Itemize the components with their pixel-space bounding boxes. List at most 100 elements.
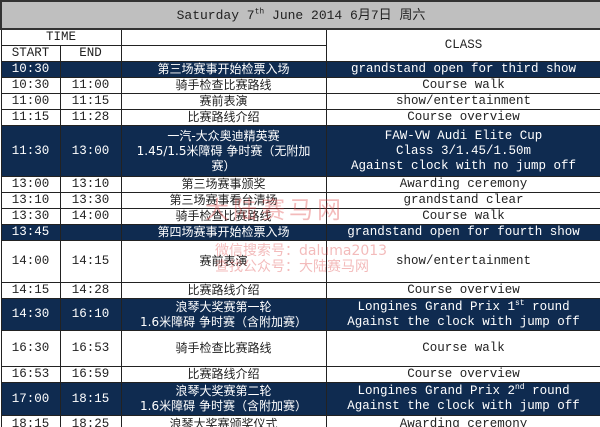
event-class-line: Course walk [327, 78, 600, 93]
event-cn-line: 赛） [211, 158, 236, 173]
event-class-line: FAW-VW Audi Elite Cup [327, 129, 600, 144]
time-header: TIME [0, 28, 122, 46]
start-header: START [0, 45, 61, 62]
start-time: 18:15 [0, 415, 61, 427]
class-text: grandstand open for third show [350, 62, 577, 77]
start-time: 11:30 [0, 125, 61, 177]
class-text-rest: round [524, 384, 570, 398]
end-time: 16:10 [59, 298, 122, 331]
class-text-rest: round [524, 299, 570, 314]
event-cn-line: 第三场赛事颁奖 [181, 177, 266, 192]
event-cn: 第四场赛事开始检票入场 [120, 224, 327, 241]
event-cn: 浪琴大奖赛颁奖仪式 [120, 415, 327, 427]
event-cn-line: 骑手检查比赛路线 [175, 78, 272, 93]
page-title: Saturday 7th June 2014 6月7日 周六 [0, 0, 600, 30]
event-cn: 第三场赛事看台清场 [120, 192, 327, 209]
event-cn-line: 骑手检查比赛路线 [175, 209, 272, 224]
event-class: Course overview [325, 109, 600, 126]
start-time: 14:30 [0, 298, 61, 331]
event-cn: 浪琴大奖赛第一轮 1.6米障碍 争时赛（含附加赛） [120, 298, 327, 331]
start-time: 16:53 [0, 366, 61, 383]
event-cn-line: 第四场赛事开始检票入场 [157, 225, 290, 240]
end-time: 11:15 [59, 93, 122, 110]
event-class-line: grandstand clear [327, 193, 600, 208]
event-cn-line: 第三场赛事开始检票入场 [157, 62, 290, 77]
end-time: 14:15 [59, 240, 122, 283]
event-cn-line: 浪琴大奖赛颁奖仪式 [169, 416, 278, 427]
event-class-line: Course walk [327, 341, 600, 356]
event-class: Course walk [325, 330, 600, 367]
start-time: 17:00 [0, 382, 61, 416]
class-text: Awarding ceremony [399, 416, 528, 427]
end-time: 11:00 [59, 77, 122, 94]
class-text: Course walk [422, 341, 505, 355]
event-class: Course overview [325, 366, 600, 383]
end-time: 16:53 [59, 330, 122, 367]
end-time: 14:00 [59, 208, 122, 225]
event-class: show/entertainment [325, 240, 600, 283]
event-class: Course walk [325, 208, 600, 225]
event-cn-line: 比赛路线介绍 [187, 367, 260, 382]
class-header: CLASS [325, 28, 600, 62]
class-text: Longines Grand Prix 1 [357, 299, 515, 314]
event-cn-line: 赛前表演 [199, 254, 248, 268]
event-class-line: Against the clock with jump off [327, 399, 600, 414]
event-cn-line: 比赛路线介绍 [187, 110, 260, 125]
class-text: Course walk [422, 209, 505, 224]
class-text: Class 3/1.45/1.50m [396, 143, 532, 158]
class-text: Against the clock with jump off [347, 399, 580, 413]
event-cn: 一汽-大众奥迪精英赛 1.45/1.5米障碍 争时赛（无附加 赛） [120, 125, 327, 177]
table-row: 18:15 18:25 浪琴大奖赛颁奖仪式 Awarding ceremony [0, 415, 600, 427]
event-cn: 骑手检查比赛路线 [120, 330, 327, 367]
event-class-line: grandstand open for fourth show [327, 225, 600, 240]
class-text: Course overview [407, 367, 520, 382]
title-sup: th [254, 7, 265, 17]
start-time: 14:15 [0, 282, 61, 299]
event-cn-line: 赛前表演 [199, 94, 248, 109]
table-row: 10:30 11:00 骑手检查比赛路线 Course walk [0, 77, 600, 94]
class-text: show/entertainment [396, 254, 532, 268]
event-cn: 赛前表演 [120, 240, 327, 283]
event-class: grandstand open for third show [325, 61, 600, 78]
table-row: 14:30 16:10 浪琴大奖赛第一轮 1.6米障碍 争时赛（含附加赛） Longin… [0, 298, 600, 331]
event-class: Awarding ceremony [325, 176, 600, 193]
event-cn-line: 浪琴大奖赛第一轮 [175, 299, 272, 314]
table-row: 17:00 18:15 浪琴大奖赛第二轮 1.6米障碍 争时赛（含附加赛） Longin… [0, 382, 600, 416]
title-text: Saturday 7 [176, 7, 255, 23]
event-cn: 比赛路线介绍 [120, 109, 327, 126]
event-class: grandstand clear [325, 192, 600, 209]
class-text: Course overview [407, 283, 520, 298]
start-time: 14:00 [0, 240, 61, 283]
end-time [59, 61, 122, 78]
title-row: Saturday 7th June 2014 6月7日 周六 [0, 0, 600, 30]
table-row: 16:30 16:53 骑手检查比赛路线 Course walk [0, 330, 600, 367]
end-time: 18:25 [59, 415, 122, 427]
start-time: 10:30 [0, 61, 61, 78]
class-text: Longines Grand Prix 2 [357, 384, 515, 398]
event-class-line: Awarding ceremony [327, 417, 600, 427]
table-row: 14:00 14:15 赛前表演 show/entertainment [0, 240, 600, 283]
end-time [59, 224, 122, 241]
event-cn-line: 1.6米障碍 争时赛（含附加赛） [140, 399, 307, 413]
event-class: Longines Grand Prix 1st round Against the… [325, 298, 600, 331]
end-time: 16:59 [59, 366, 122, 383]
table-row: 11:15 11:28 比赛路线介绍 Course overview [0, 109, 600, 126]
start-time: 13:10 [0, 192, 61, 209]
event-class-line: Longines Grand Prix 1st round [327, 300, 600, 315]
event-class-line: Class 3/1.45/1.50m [327, 144, 600, 159]
class-text: Against clock with no jump off [350, 158, 577, 173]
event-cn-line: 1.6米障碍 争时赛（含附加赛） [140, 314, 307, 329]
end-time: 13:00 [59, 125, 122, 177]
event-class-line: Course walk [327, 209, 600, 224]
event-class-line: Longines Grand Prix 2nd round [327, 384, 600, 399]
class-text: grandstand open for fourth show [347, 225, 580, 240]
end-time: 14:28 [59, 282, 122, 299]
start-time: 16:30 [0, 330, 61, 367]
table-row: 13:45 第四场赛事开始检票入场 grandstand open for four… [0, 224, 600, 241]
class-text: Course walk [422, 78, 505, 93]
event-class: show/entertainment [325, 93, 600, 110]
event-class: grandstand open for fourth show [325, 224, 600, 241]
class-text: grandstand clear [403, 193, 524, 208]
table-row: 13:10 13:30 第三场赛事看台清场 grandstand clear [0, 192, 600, 209]
table-row: 13:00 13:10 第三场赛事颁奖 Awarding ceremony [0, 176, 600, 193]
